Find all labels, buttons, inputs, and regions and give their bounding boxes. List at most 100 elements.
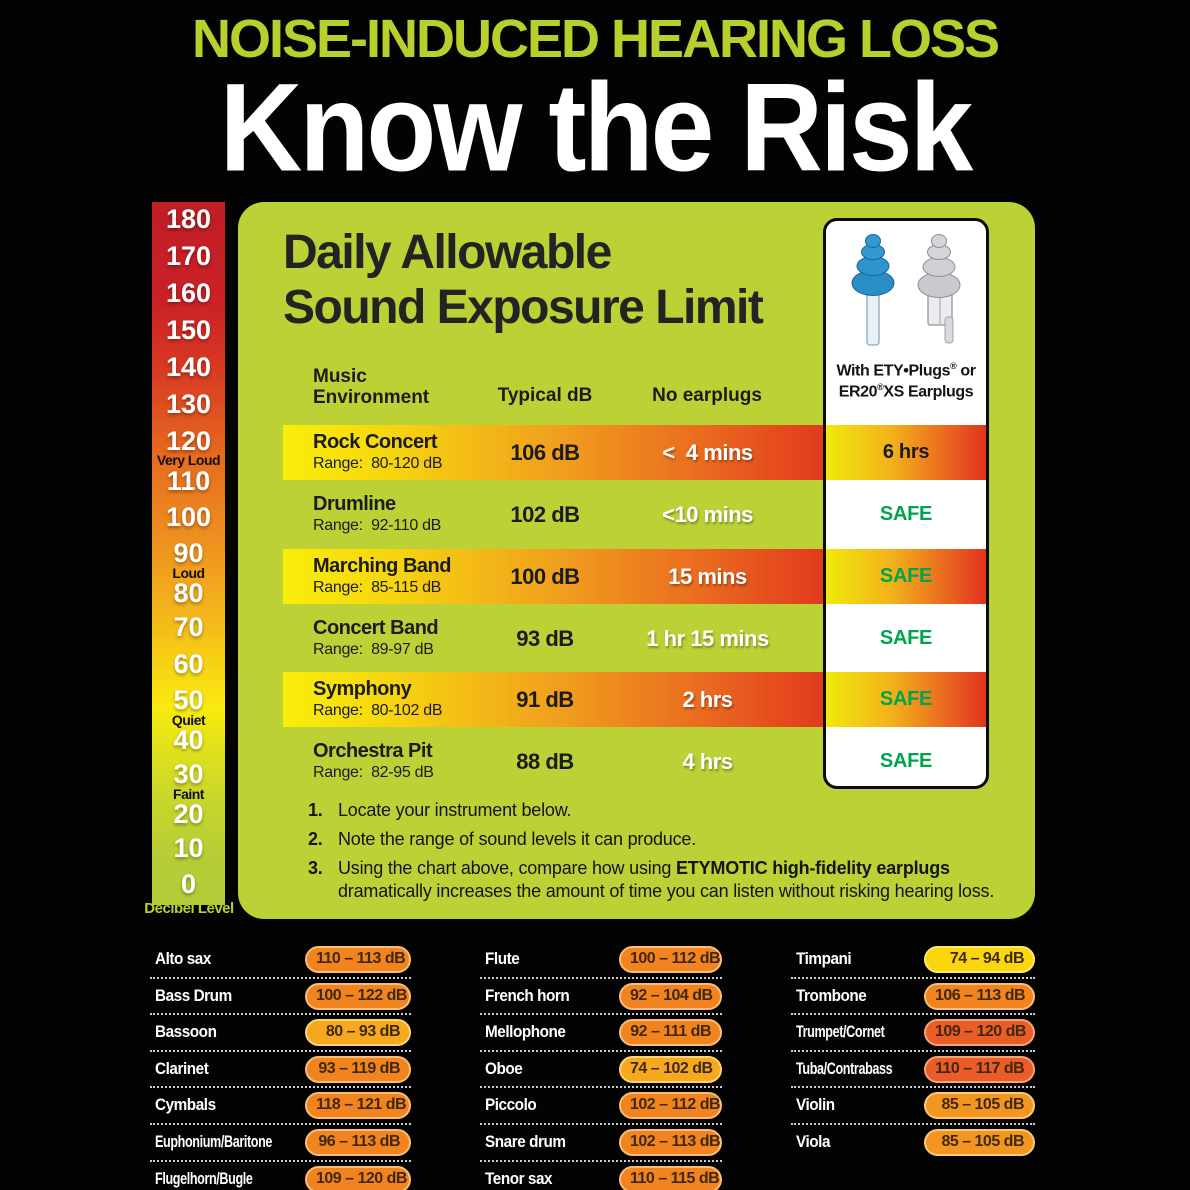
typical-db-value: 106 dB <box>510 440 580 465</box>
step-number: 2. <box>308 829 323 850</box>
environment-range: Range: 92-110 dB <box>313 517 442 534</box>
instrument-row: Trombone 106 – 113 dB <box>791 979 1035 1016</box>
column-header-no-earplugs: No earplugs <box>652 385 762 406</box>
db-tick-170: 170 <box>165 241 212 271</box>
column-header-typical-db: Typical dB <box>497 385 593 406</box>
with-earplugs-cell: SAFE <box>826 549 986 604</box>
instrument-name: Alto sax <box>155 949 211 968</box>
typical-db-value: 91 dB <box>516 687 574 712</box>
earplug-column-box: With ETY•Plugs® or ER20®XS Earplugs 6 hr… <box>823 218 989 789</box>
instrument-name: Euphonium/Baritone <box>155 1131 273 1151</box>
instrument-range-pill: 80 – 93 dB <box>305 1019 411 1047</box>
panel-title: Daily Allowable Sound Exposure Limit <box>283 226 764 335</box>
instrument-name: Tenor sax <box>485 1168 553 1188</box>
environment-range: Range: 89-97 dB <box>313 641 434 658</box>
panel-title-line2: Sound Exposure Limit <box>283 280 764 334</box>
earplug-column-header: With ETY•Plugs® or ER20®XS Earplugs <box>826 361 986 403</box>
instrument-row: Alto sax 110 – 113 dB <box>150 942 411 979</box>
poster-kicker: NOISE-INDUCED HEARING LOSS <box>191 9 1000 69</box>
registered-mark: ® <box>877 382 884 393</box>
no-earplugs-time: 1 hr 15 mins <box>646 626 769 651</box>
db-tick-70: 70 <box>173 612 204 642</box>
instrument-name: French horn <box>485 985 570 1005</box>
instrument-name: Timpani <box>796 949 852 968</box>
step-text: Locate your instrument below. <box>338 800 572 820</box>
no-earplugs-time: 4 hrs <box>682 749 733 774</box>
step-text-cont: dramatically increases the amount of tim… <box>338 881 995 902</box>
clear-earplug-image <box>917 234 961 344</box>
db-tick-150: 150 <box>165 315 212 345</box>
environment-name: Orchestra Pit <box>313 740 433 762</box>
instrument-name: Clarinet <box>155 1058 209 1078</box>
instrument-name: Oboe <box>485 1058 523 1078</box>
instrument-row: Piccolo 102 – 112 dB <box>480 1088 722 1125</box>
db-tick-120: 120 <box>165 426 212 456</box>
instrument-row: Mellophone 92 – 111 dB <box>480 1015 722 1052</box>
table-row-orchestra-pit: Orchestra Pit Range: 82-95 dB 88 dB 4 hr… <box>283 734 823 789</box>
step-text: Note the range of sound levels it can pr… <box>338 829 697 850</box>
step-text-bold: ETYMOTIC high-fidelity earplugs <box>676 858 950 879</box>
instrument-name: Violin <box>796 1095 835 1115</box>
instrument-range-pill: 96 – 113 dB <box>305 1128 411 1156</box>
db-tick-40: 40 <box>173 725 204 755</box>
instrument-range-pill: 110 – 117 dB <box>924 1055 1035 1083</box>
instrument-row: Snare drum 102 – 113 dB <box>480 1125 722 1162</box>
step-text: Using the chart above, compare how using… <box>338 857 994 903</box>
with-earplugs-cell: SAFE <box>879 750 933 772</box>
db-tick-80: 80 <box>173 578 204 608</box>
environment-range: Range: 85-115 dB <box>313 579 442 596</box>
instrument-range-pill: 102 – 113 dB <box>619 1128 722 1156</box>
instrument-range-pill: 74 – 102 dB <box>619 1055 722 1083</box>
instrument-range-pill: 92 – 111 dB <box>619 1019 722 1047</box>
instrument-range-pill: 85 – 105 dB <box>924 1128 1035 1156</box>
panel-title-line1: Daily Allowable <box>283 226 612 279</box>
table-row-drumline: Drumline Range: 92-110 dB 102 dB <10 min… <box>283 487 823 542</box>
instrument-name: Cymbals <box>155 1095 216 1115</box>
instrument-row: Bass Drum 100 – 122 dB <box>150 979 411 1016</box>
earplug-caption-text: XS Earplugs <box>883 383 974 401</box>
instrument-row: Clarinet 93 – 119 dB <box>150 1052 411 1089</box>
instrument-row: Tenor sax 110 – 115 dB <box>480 1162 722 1190</box>
db-tick-110: 110 <box>166 466 211 496</box>
db-tick-130: 130 <box>165 389 212 419</box>
instrument-name: Snare drum <box>485 1131 566 1151</box>
instrument-name: Viola <box>796 1131 831 1151</box>
instrument-range-pill: 85 – 105 dB <box>924 1092 1035 1120</box>
instrument-range-pill: 74 – 94 dB <box>924 946 1035 973</box>
instrument-row: Trumpet/Cornet 109 – 120 dB <box>791 1015 1035 1052</box>
db-tick-50: 50 <box>173 685 204 715</box>
instrument-row: Cymbals 118 – 121 dB <box>150 1088 411 1125</box>
instrument-name: Mellophone <box>485 1022 566 1042</box>
typical-db-value: 102 dB <box>510 502 580 527</box>
typical-db-value: 88 dB <box>516 749 574 774</box>
instrument-row: Oboe 74 – 102 dB <box>480 1052 722 1089</box>
db-tick-30: 30 <box>173 759 204 789</box>
environment-name: Symphony <box>313 678 412 700</box>
instrument-column-3: Timpani 74 – 94 dB Trombone 106 – 113 dB… <box>791 942 1035 1160</box>
instrument-row: French horn 92 – 104 dB <box>480 979 722 1016</box>
earplug-images <box>826 231 986 351</box>
no-earplugs-time: < 4 mins <box>662 440 753 465</box>
poster-title: Know the Risk <box>219 58 974 199</box>
instrument-row: Flugelhorn/Bugle 109 – 120 dB <box>150 1162 411 1190</box>
earplug-caption-text: ER20 <box>838 383 878 401</box>
environment-name: Marching Band <box>313 555 451 577</box>
earplug-caption-text: or <box>956 362 976 380</box>
instrument-row: Tuba/Contrabass 110 – 117 dB <box>791 1052 1035 1089</box>
blue-earplug-image <box>851 234 895 346</box>
instrument-name: Tuba/Contrabass <box>796 1058 893 1078</box>
instrument-name: Trombone <box>796 985 867 1005</box>
instrument-name: Bass Drum <box>155 985 232 1005</box>
exposure-limit-panel: Daily Allowable Sound Exposure Limit Mus… <box>238 202 1035 919</box>
instrument-range-pill: 102 – 112 dB <box>619 1092 722 1120</box>
table-row-rock-concert: Rock Concert Range: 80-120 dB 106 dB < 4… <box>283 425 823 480</box>
db-tick-60: 60 <box>173 649 204 679</box>
instrument-row: Flute 100 – 112 dB <box>480 942 722 979</box>
instrument-name: Flute <box>485 949 520 968</box>
instrument-range-pill: 109 – 120 dB <box>305 1165 411 1190</box>
instrument-range-pill: 92 – 104 dB <box>619 982 722 1010</box>
instrument-name: Piccolo <box>485 1095 537 1115</box>
column-header-environment: Music Environment <box>313 366 429 409</box>
decibel-scale-caption: Decibel Level <box>144 900 234 917</box>
typical-db-value: 100 dB <box>510 564 580 589</box>
